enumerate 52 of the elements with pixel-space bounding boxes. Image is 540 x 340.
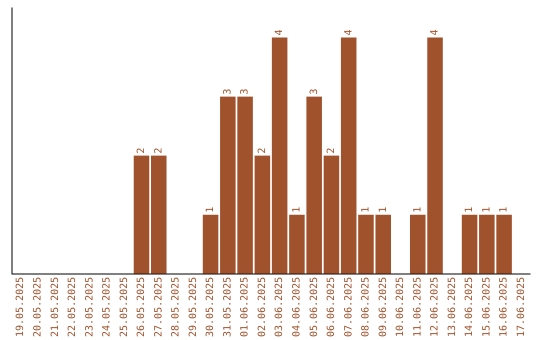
data-label: 1: [205, 206, 216, 213]
data-label: 2: [136, 148, 148, 154]
data-label: 1: [378, 206, 389, 213]
data-label: 3: [308, 88, 320, 95]
bar: [410, 214, 426, 274]
x-tick-label: 06.06.2025: [326, 276, 338, 338]
x-tick-label: 17.06.2025: [516, 276, 527, 338]
x-tick-label: 22.05.2025: [67, 276, 78, 338]
data-label: 2: [153, 148, 164, 154]
x-tick-label: 13.06.2025: [446, 276, 458, 338]
data-label: 3: [222, 88, 234, 95]
x-tick-label: 23.05.2025: [84, 276, 96, 338]
x-tick-label: 19.05.2025: [15, 276, 26, 338]
data-label: 4: [430, 30, 441, 36]
x-tick-label: 12.06.2025: [430, 276, 441, 338]
x-tick-label: 20.05.2025: [32, 276, 44, 338]
x-tick-label: 11.06.2025: [412, 276, 424, 338]
x-tick-label: 27.05.2025: [153, 276, 164, 338]
x-tick-label: 31.05.2025: [222, 276, 234, 338]
x-tick-label: 08.06.2025: [360, 276, 372, 338]
x-tick-label: 16.06.2025: [498, 276, 510, 338]
data-label: 1: [481, 206, 492, 213]
x-tick-label: 25.05.2025: [118, 276, 130, 338]
data-label: 2: [256, 148, 268, 154]
bar: [375, 214, 392, 274]
data-label: 4: [343, 30, 354, 36]
bar: [427, 38, 443, 274]
x-tick-label: 26.05.2025: [136, 276, 148, 338]
x-tick-label: 10.06.2025: [395, 276, 406, 338]
data-label: 1: [360, 206, 372, 213]
data-label: 2: [326, 148, 338, 154]
x-tick-label: 14.06.2025: [464, 276, 476, 338]
x-tick-label: 24.05.2025: [102, 276, 113, 338]
data-label: 1: [464, 206, 476, 213]
x-tick-label: 07.06.2025: [343, 276, 354, 338]
x-tick-label: 28.05.2025: [170, 276, 182, 338]
x-tick-label: 29.05.2025: [188, 276, 199, 338]
data-label: 1: [498, 206, 510, 213]
x-tick-label: 21.05.2025: [50, 276, 61, 338]
data-label: 1: [291, 206, 302, 213]
x-tick-label: 05.06.2025: [308, 276, 320, 338]
data-label: 4: [274, 30, 286, 36]
x-tick-label: 15.06.2025: [481, 276, 492, 338]
x-tick-label: 01.06.2025: [240, 276, 251, 338]
x-tick-label: 04.06.2025: [291, 276, 302, 338]
x-tick-label: 02.06.2025: [256, 276, 268, 338]
data-label: 1: [412, 206, 424, 213]
x-tick-label: 03.06.2025: [274, 276, 286, 338]
x-tick-label: 30.05.2025: [205, 276, 216, 338]
data-label: 3: [240, 88, 251, 95]
bar: [496, 214, 512, 274]
x-tick-label: 09.06.2025: [378, 276, 389, 338]
